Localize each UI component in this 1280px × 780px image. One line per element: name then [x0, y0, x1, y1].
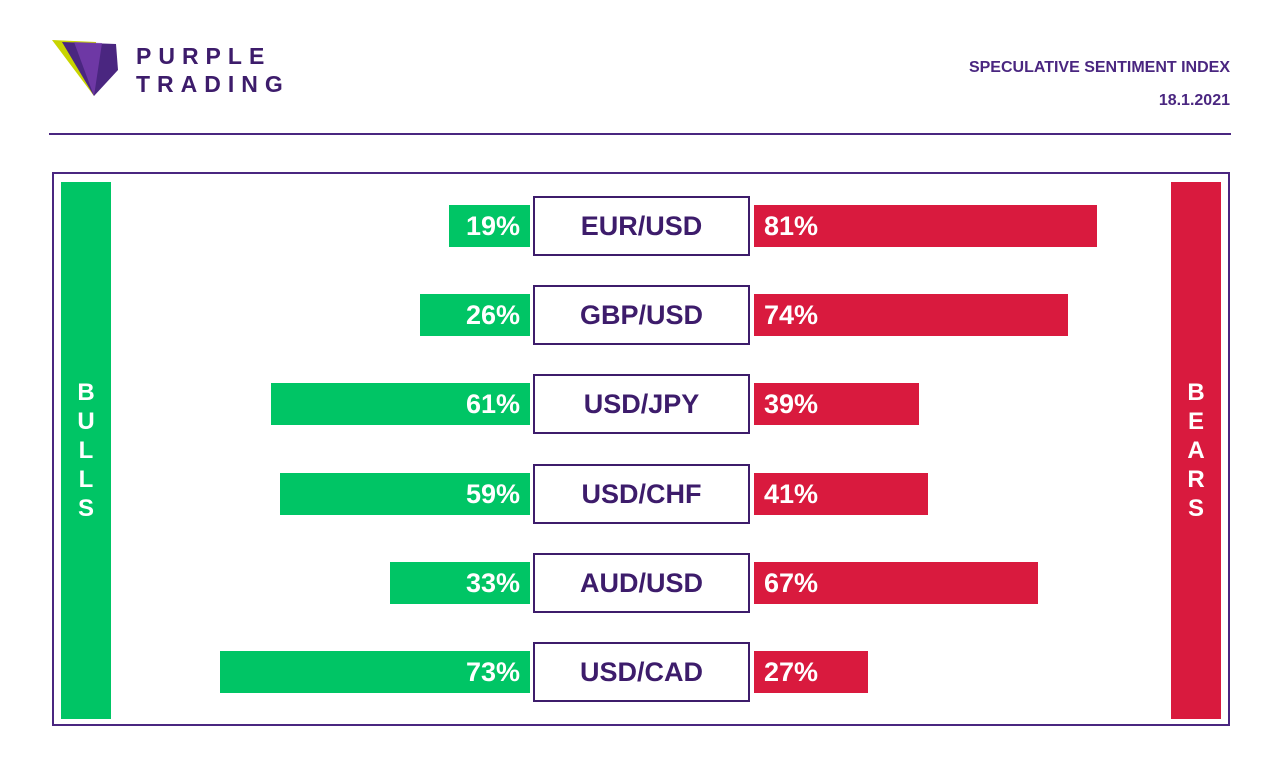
sentiment-row: 33% AUD/USD 67% — [54, 552, 1228, 613]
logo-mark-icon — [52, 40, 118, 96]
bulls-value-label: 73% — [465, 657, 520, 687]
bears-side-bar: BEARS — [1171, 182, 1221, 719]
logo-line-purple: PURPLE — [136, 43, 272, 69]
bulls-value-label: 59% — [465, 478, 520, 509]
sentiment-row: 26% GBP/USD 74% — [54, 285, 1228, 346]
sentiment-row: 73% USD/CAD 27% — [54, 642, 1228, 702]
currency-pair-label: USD/CAD — [533, 642, 750, 702]
bulls-bar: 59% — [279, 472, 530, 515]
bulls-value-label: 19% — [465, 211, 520, 241]
header-divider — [49, 133, 1231, 135]
sentiment-row: 59% USD/CHF 41% — [54, 463, 1228, 524]
currency-pair-label: GBP/USD — [533, 285, 750, 346]
bears-value-label: 67% — [764, 567, 819, 598]
header-info: SPECULATIVE SENTIMENT INDEX 18.1.2021 — [969, 56, 1230, 113]
currency-pair-label: USD/CHF — [533, 463, 750, 524]
bears-value-label: 74% — [764, 300, 819, 331]
bulls-bar: 61% — [271, 383, 530, 426]
bears-label: BEARS — [1187, 379, 1205, 522]
bears-bar: 41% — [754, 472, 928, 515]
report-date: 18.1.2021 — [1158, 92, 1230, 109]
bears-value-label: 39% — [764, 389, 819, 420]
bears-bar: 27% — [754, 651, 869, 693]
bulls-label: BULLS — [77, 379, 95, 522]
bears-value-label: 81% — [764, 211, 819, 241]
sentiment-row: 19% EUR/USD 81% — [54, 196, 1228, 256]
purple-trading-logo: PURPLE TRADING — [52, 40, 322, 100]
logo-line-trading: TRADING — [136, 71, 290, 97]
currency-pair-label: USD/JPY — [533, 374, 750, 435]
bulls-bar: 33% — [390, 561, 530, 604]
bulls-bar: 73% — [220, 651, 530, 693]
bulls-value-label: 33% — [465, 567, 520, 598]
bulls-value-label: 61% — [465, 389, 520, 420]
currency-pair-label: EUR/USD — [533, 196, 750, 256]
bulls-side-bar: BULLS — [61, 182, 111, 719]
bulls-bar: 26% — [419, 294, 530, 337]
sentiment-row: 61% USD/JPY 39% — [54, 374, 1228, 435]
bulls-bar: 19% — [449, 205, 530, 247]
bulls-value-label: 26% — [465, 300, 520, 331]
bears-value-label: 27% — [764, 657, 819, 687]
currency-pair-label: AUD/USD — [533, 552, 750, 613]
bears-value-label: 41% — [764, 478, 819, 509]
bears-bar: 81% — [754, 205, 1098, 247]
bears-bar: 74% — [754, 294, 1068, 337]
page-title: SPECULATIVE SENTIMENT INDEX — [968, 59, 1230, 76]
sentiment-chart: BULLS BEARS 19% EUR/USD 81% 26% GBP/USD 74% 61… — [52, 172, 1230, 726]
bears-bar: 39% — [754, 383, 920, 426]
logo-wordmark: PURPLE TRADING — [136, 42, 290, 98]
bears-bar: 67% — [754, 561, 1039, 604]
